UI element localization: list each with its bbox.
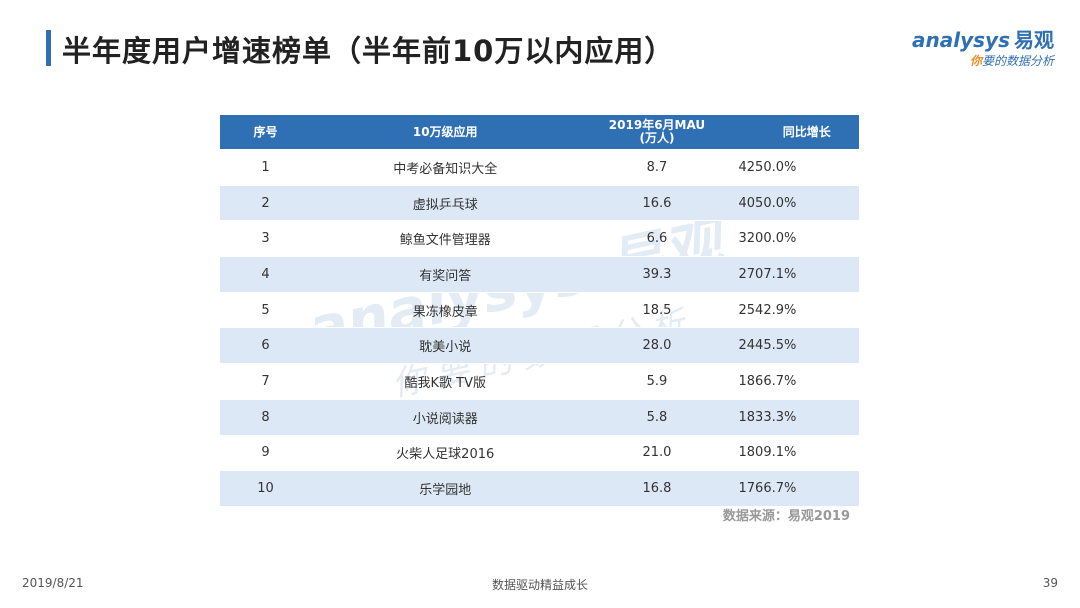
cell-app: 乐学园地: [310, 470, 580, 506]
cell-rank: 5: [220, 291, 311, 328]
cell-growth: 2445.5%: [734, 327, 859, 364]
cell-app: 耽美小说: [310, 327, 580, 364]
cell-app: 鲸鱼文件管理器: [310, 220, 580, 257]
cell-mau: 16.8: [579, 470, 735, 506]
footer-date: 2019/8/21: [22, 576, 84, 590]
cell-rank: 9: [220, 434, 311, 471]
cell-growth: 2542.9%: [734, 291, 859, 328]
logo-tagline-highlight: 你: [969, 54, 982, 68]
cell-rank: 7: [220, 363, 311, 400]
cell-rank: 3: [220, 220, 311, 257]
column-header-app: 10万级应用: [310, 115, 580, 150]
logo-brand-cn: 易观: [1014, 28, 1054, 52]
cell-app: 中考必备知识大全: [310, 149, 580, 186]
column-header-mau: 2019年6月MAU (万人): [579, 115, 735, 150]
table-row: 4 有奖问答 39.3 2707.1%: [220, 256, 859, 293]
cell-app: 果冻橡皮章: [310, 291, 580, 328]
page-title: 半年度用户增速榜单（半年前10万以内应用）: [62, 34, 675, 68]
cell-app: 小说阅读器: [310, 398, 580, 435]
data-source-note: 数据来源：易观2019: [722, 509, 850, 524]
cell-rank: 4: [220, 256, 311, 293]
cell-growth: 4250.0%: [734, 149, 859, 186]
table-row: 1 中考必备知识大全 8.7 4250.0%: [220, 149, 859, 186]
cell-mau: 5.8: [579, 398, 735, 435]
table-row: 8 小说阅读器 5.8 1833.3%: [220, 398, 859, 435]
table-row: 6 耽美小说 28.0 2445.5%: [220, 327, 859, 364]
cell-app: 火柴人足球2016: [310, 434, 580, 471]
footer-slogan: 数据驱动精益成长: [491, 578, 588, 592]
cell-rank: 8: [220, 398, 311, 435]
table-row: 10 乐学园地 16.8 1766.7%: [220, 470, 859, 506]
cell-mau: 16.6: [579, 184, 735, 221]
logo-wordmark-line: analysys 易观: [912, 24, 1054, 53]
cell-mau: 8.7: [579, 149, 735, 186]
cell-rank: 10: [220, 470, 311, 506]
cell-mau: 18.5: [579, 291, 735, 328]
cell-growth: 1833.3%: [734, 398, 859, 435]
table-row: 7 酷我K歌 TV版 5.9 1866.7%: [220, 363, 859, 400]
column-header-growth: 同比增长: [734, 115, 859, 150]
cell-growth: 3200.0%: [734, 220, 859, 257]
cell-app: 酷我K歌 TV版: [310, 363, 580, 400]
cell-growth: 1866.7%: [734, 363, 859, 400]
cell-mau: 21.0: [579, 434, 735, 471]
cell-growth: 2707.1%: [734, 256, 859, 293]
table-row: 2 虚拟乒乓球 16.6 4050.0%: [220, 184, 859, 221]
logo-wordmark: analysys: [912, 28, 1010, 52]
column-header-mau-line2: (万人): [639, 131, 675, 145]
cell-growth: 4050.0%: [734, 184, 859, 221]
cell-mau: 39.3: [579, 256, 735, 293]
cell-mau: 6.6: [579, 220, 735, 257]
table-row: 9 火柴人足球2016 21.0 1809.1%: [220, 434, 859, 471]
cell-app: 有奖问答: [310, 256, 580, 293]
cell-rank: 6: [220, 327, 311, 364]
cell-rank: 2: [220, 184, 311, 221]
cell-mau: 5.9: [579, 363, 735, 400]
cell-rank: 1: [220, 149, 311, 186]
cell-growth: 1766.7%: [734, 470, 859, 506]
analysys-logo: analysys 易观 你要的数据分析: [912, 24, 1054, 70]
column-header-rank: 序号: [220, 115, 311, 150]
cell-mau: 28.0: [579, 327, 735, 364]
cell-growth: 1809.1%: [734, 434, 859, 471]
page-number: 39: [1042, 576, 1058, 590]
column-header-mau-line1: 2019年6月MAU: [608, 118, 706, 132]
growth-ranking-table: 序号 10万级应用 2019年6月MAU (万人) 同比增长 1 中考必备知识大…: [220, 115, 859, 506]
logo-tagline-rest: 要的数据分析: [981, 54, 1054, 68]
logo-tagline: 你要的数据分析: [970, 52, 1054, 69]
title-accent-bar: [46, 30, 51, 66]
table-row: 3 鲸鱼文件管理器 6.6 3200.0%: [220, 220, 859, 257]
table-header-row: 序号 10万级应用 2019年6月MAU (万人) 同比增长: [220, 115, 859, 150]
cell-app: 虚拟乒乓球: [310, 184, 580, 221]
table-row: 5 果冻橡皮章 18.5 2542.9%: [220, 291, 859, 328]
